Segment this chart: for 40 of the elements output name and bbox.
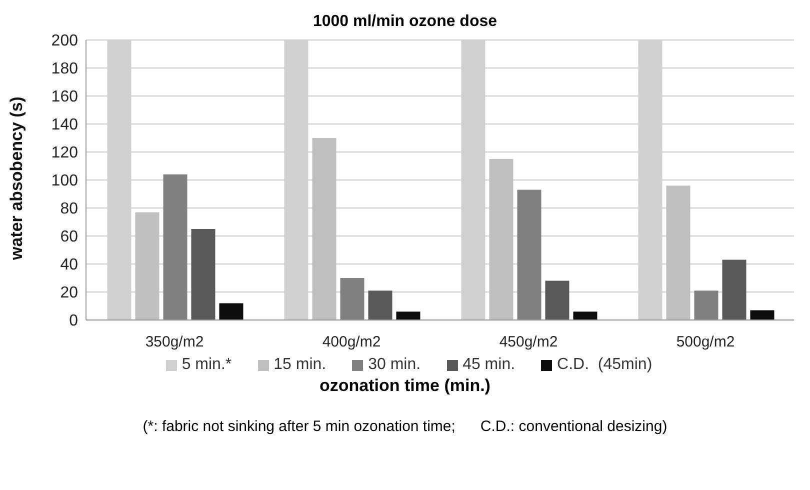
bar xyxy=(545,280,570,320)
text: (*: fabric not sinking after 5 min ozonation time; C.D.: conventional desizing) xyxy=(142,418,668,435)
x-tick-label: 450g/m2 xyxy=(499,334,558,351)
bar xyxy=(750,310,774,320)
bar xyxy=(489,159,514,320)
y-tick-label: 180 xyxy=(51,60,78,78)
y-tick-label: 200 xyxy=(51,32,78,50)
bar xyxy=(396,312,420,320)
x-tick-label: 500g/m2 xyxy=(676,334,735,351)
x-tick-label: 400g/m2 xyxy=(322,334,381,351)
legend-label: 15 min. xyxy=(274,356,326,374)
y-tick-label: 160 xyxy=(51,88,78,106)
bar xyxy=(135,212,160,320)
bar xyxy=(694,290,718,320)
bar xyxy=(163,174,188,320)
legend-label: 45 min. xyxy=(462,356,516,374)
chart-title: 1000 ml/min ozone dose xyxy=(312,12,498,32)
bar xyxy=(666,186,690,320)
bar xyxy=(368,290,392,320)
bar xyxy=(517,190,542,320)
bar xyxy=(340,278,364,320)
y-tick-label: 20 xyxy=(60,284,78,302)
y-tick-label: 0 xyxy=(69,312,78,330)
legend-label: 5 min.* xyxy=(182,356,232,374)
bar xyxy=(219,303,244,320)
bar xyxy=(722,260,746,320)
bar xyxy=(573,312,598,320)
y-tick-label: 80 xyxy=(60,200,78,218)
bar xyxy=(191,229,216,320)
x-tick-label: 350g/m2 xyxy=(145,334,204,351)
y-tick-label: 60 xyxy=(60,228,78,246)
y-axis-title: water absobency (s) xyxy=(7,96,26,261)
y-tick-label: 120 xyxy=(51,144,78,162)
y-tick-label: 140 xyxy=(51,116,78,134)
bar xyxy=(312,138,336,320)
legend-label: 30 min. xyxy=(368,356,421,374)
y-tick-label: 40 xyxy=(60,256,78,274)
y-tick-label: 100 xyxy=(51,172,78,190)
legend-label: C.D. (45min) xyxy=(557,356,652,374)
x-axis-title: ozonation time (min.) xyxy=(318,376,492,396)
